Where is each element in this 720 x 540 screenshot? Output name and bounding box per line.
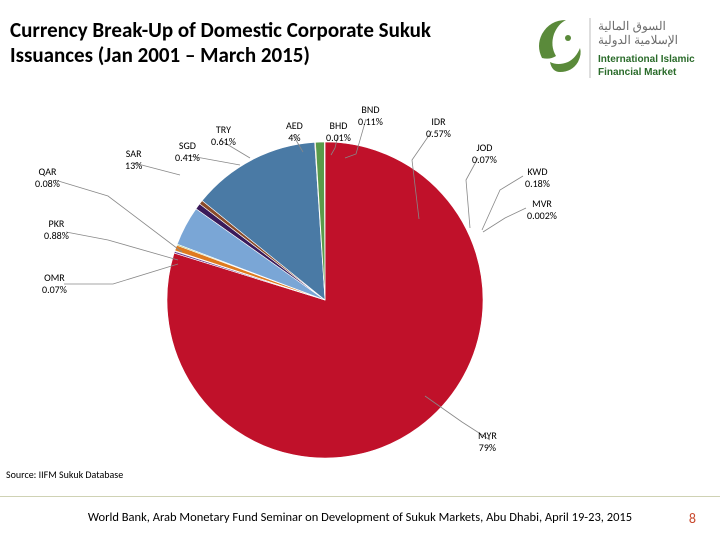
- pie-label-sar: SAR13%: [125, 148, 142, 171]
- pie-chart: [165, 140, 485, 460]
- leader-line: [482, 176, 523, 230]
- pie-label-jod: JOD0.07%: [472, 142, 497, 165]
- iifm-logo: السوق المالية الإسلامية الدولية Internat…: [528, 12, 708, 84]
- logo-arabic-line1: السوق المالية: [598, 19, 666, 33]
- pie-label-bnd: BND0.11%: [358, 104, 383, 127]
- logo-arabic-line2: الإسلامية الدولية: [598, 33, 678, 48]
- pie-label-qar: QAR0.08%: [35, 166, 60, 189]
- pie-label-aed: AED4%: [286, 120, 303, 143]
- pie-label-bhd: BHD0.01%: [326, 120, 351, 143]
- page-number: 8: [689, 510, 696, 527]
- logo-en-line1: International Islamic: [598, 54, 695, 65]
- pie-label-pkr: PKR0.88%: [44, 218, 69, 241]
- leader-line: [66, 232, 178, 260]
- pie-label-kwd: KWD0.18%: [525, 166, 550, 189]
- pie-label-mvr: MVR0.002%: [527, 198, 557, 221]
- pie-label-myr: MYR79%: [478, 430, 497, 453]
- logo-mark-icon: [539, 20, 581, 72]
- footer-text: World Bank, Arab Monetary Fund Seminar o…: [0, 510, 720, 525]
- leader-line: [55, 180, 182, 252]
- leader-line: [483, 208, 526, 232]
- leader-line: [64, 264, 178, 284]
- pie-label-sgd: SGD0.41%: [175, 140, 200, 163]
- footer-divider: [0, 496, 720, 497]
- pie-label-idr: IDR0.57%: [426, 116, 451, 139]
- page-title: Currency Break-Up of Domestic Corporate …: [10, 18, 450, 68]
- logo-en-line2: Financial Market: [598, 67, 677, 78]
- pie-label-try: TRY0.61%: [211, 124, 236, 147]
- pie-label-omr: OMR0.07%: [42, 272, 67, 295]
- source-text: Source: IIFM Sukuk Database: [6, 468, 123, 481]
